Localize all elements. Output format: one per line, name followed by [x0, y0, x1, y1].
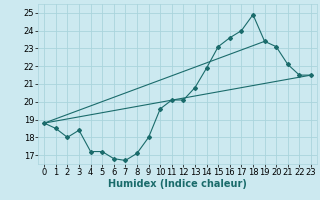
X-axis label: Humidex (Indice chaleur): Humidex (Indice chaleur): [108, 179, 247, 189]
